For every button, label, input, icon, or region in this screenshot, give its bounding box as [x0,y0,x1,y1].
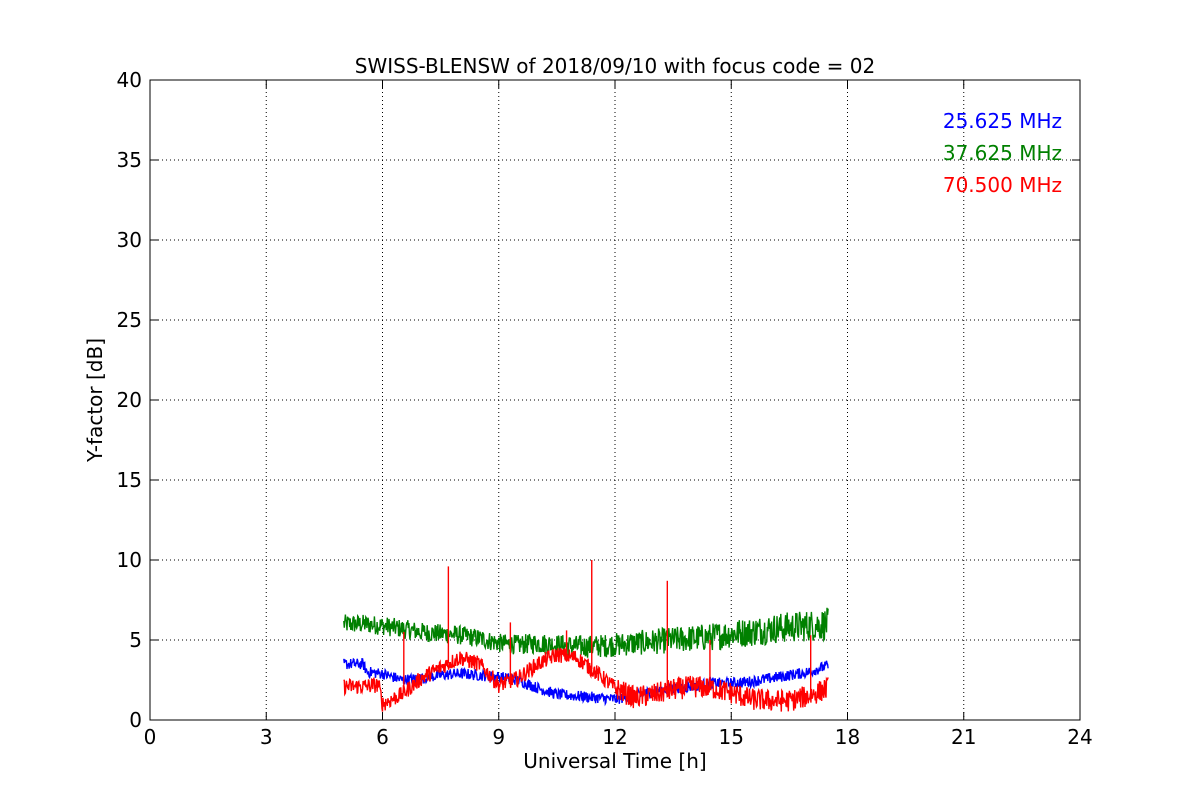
chart-title: SWISS-BLENSW of 2018/09/10 with focus co… [355,54,876,78]
legend-entry-1: 37.625 MHz [943,141,1062,165]
tick-labels: 0 3 6 9 12 15 18 21 24 0 5 10 15 20 25 30 35 40 [117,68,1093,749]
y-axis-label: Y-factor [dB] [83,338,107,463]
y-tick-label: 20 [117,388,142,412]
legend-entry-2: 70.500 MHz [943,173,1062,197]
x-tick-label: 12 [602,725,627,749]
x-tick-label: 18 [835,725,860,749]
y-tick-label: 30 [117,228,142,252]
x-tick-label: 15 [719,725,744,749]
axis-ticks [149,79,1081,721]
y-tick-label: 15 [117,468,142,492]
y-tick-label: 5 [129,628,142,652]
legend: 25.625 MHz 37.625 MHz 70.500 MHz [943,109,1062,197]
x-tick-label: 3 [260,725,273,749]
series-line-1 [343,607,829,658]
gridlines [150,80,1080,720]
x-tick-label: 0 [144,725,157,749]
x-tick-label: 21 [951,725,976,749]
y-tick-label: 25 [117,308,142,332]
y-tick-label: 0 [129,708,142,732]
y-tick-label: 40 [117,68,142,92]
y-tick-label: 10 [117,548,142,572]
plot-series [343,560,829,712]
x-axis-label: Universal Time [h] [523,749,706,773]
x-tick-label: 6 [376,725,389,749]
y-tick-label: 35 [117,148,142,172]
series-line-2 [343,647,829,712]
x-tick-label: 24 [1067,725,1092,749]
x-tick-label: 9 [492,725,505,749]
legend-entry-0: 25.625 MHz [943,109,1062,133]
